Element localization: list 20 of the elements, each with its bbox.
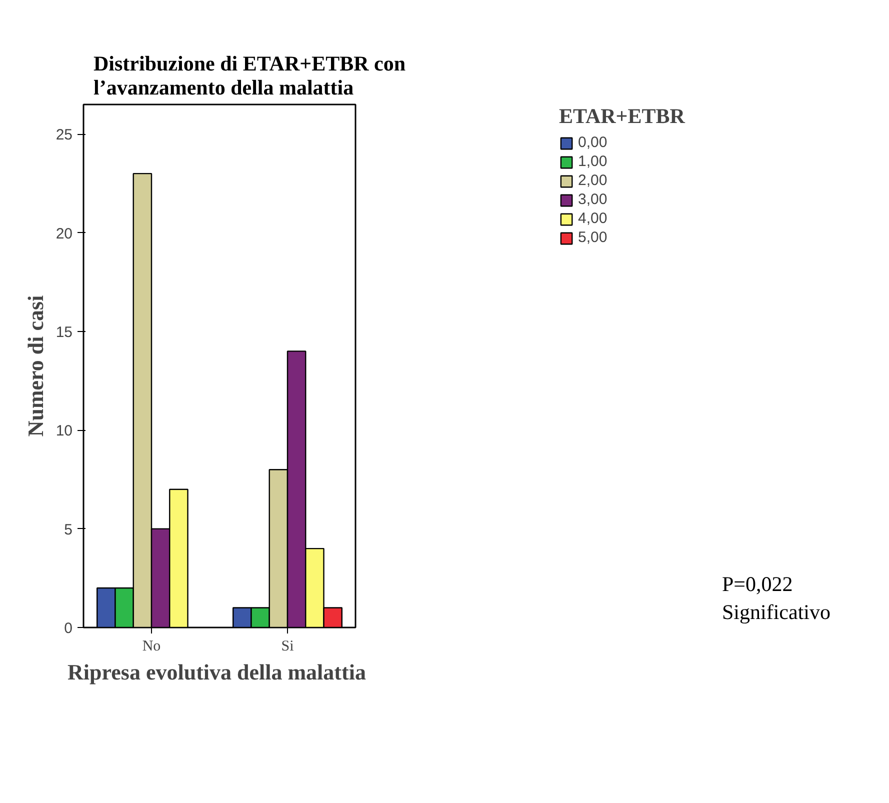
y-tick-label: 15 bbox=[56, 324, 73, 341]
y-tick-label: 0 bbox=[64, 620, 72, 637]
legend-label: 2,00 bbox=[578, 172, 608, 189]
y-axis-title: Numero di casi bbox=[22, 295, 48, 437]
x-tick-label: Si bbox=[281, 638, 294, 654]
text: Significativo bbox=[722, 599, 830, 626]
legend-label: 5,00 bbox=[578, 229, 608, 246]
legend-label: 3,00 bbox=[578, 191, 608, 208]
legend-label: 4,00 bbox=[578, 210, 608, 227]
legend-label: 1,00 bbox=[578, 153, 608, 170]
y-tick-label: 10 bbox=[56, 422, 73, 440]
legend-label: 0,00 bbox=[578, 134, 608, 151]
legend-title: ETAR+ETBR bbox=[559, 104, 685, 129]
chart-title: Distribuzione di ETAR+ETBR con l’avanzamento della malattia bbox=[94, 52, 406, 100]
y-tick-label: 5 bbox=[64, 521, 72, 538]
text: P=0,022 bbox=[722, 571, 794, 598]
x-tick-label: No bbox=[142, 638, 161, 654]
y-tick-label: 25 bbox=[56, 126, 73, 144]
x-axis-title: Ripresa evolutiva della malattia bbox=[68, 660, 366, 684]
y-tick-label: 20 bbox=[56, 225, 73, 242]
